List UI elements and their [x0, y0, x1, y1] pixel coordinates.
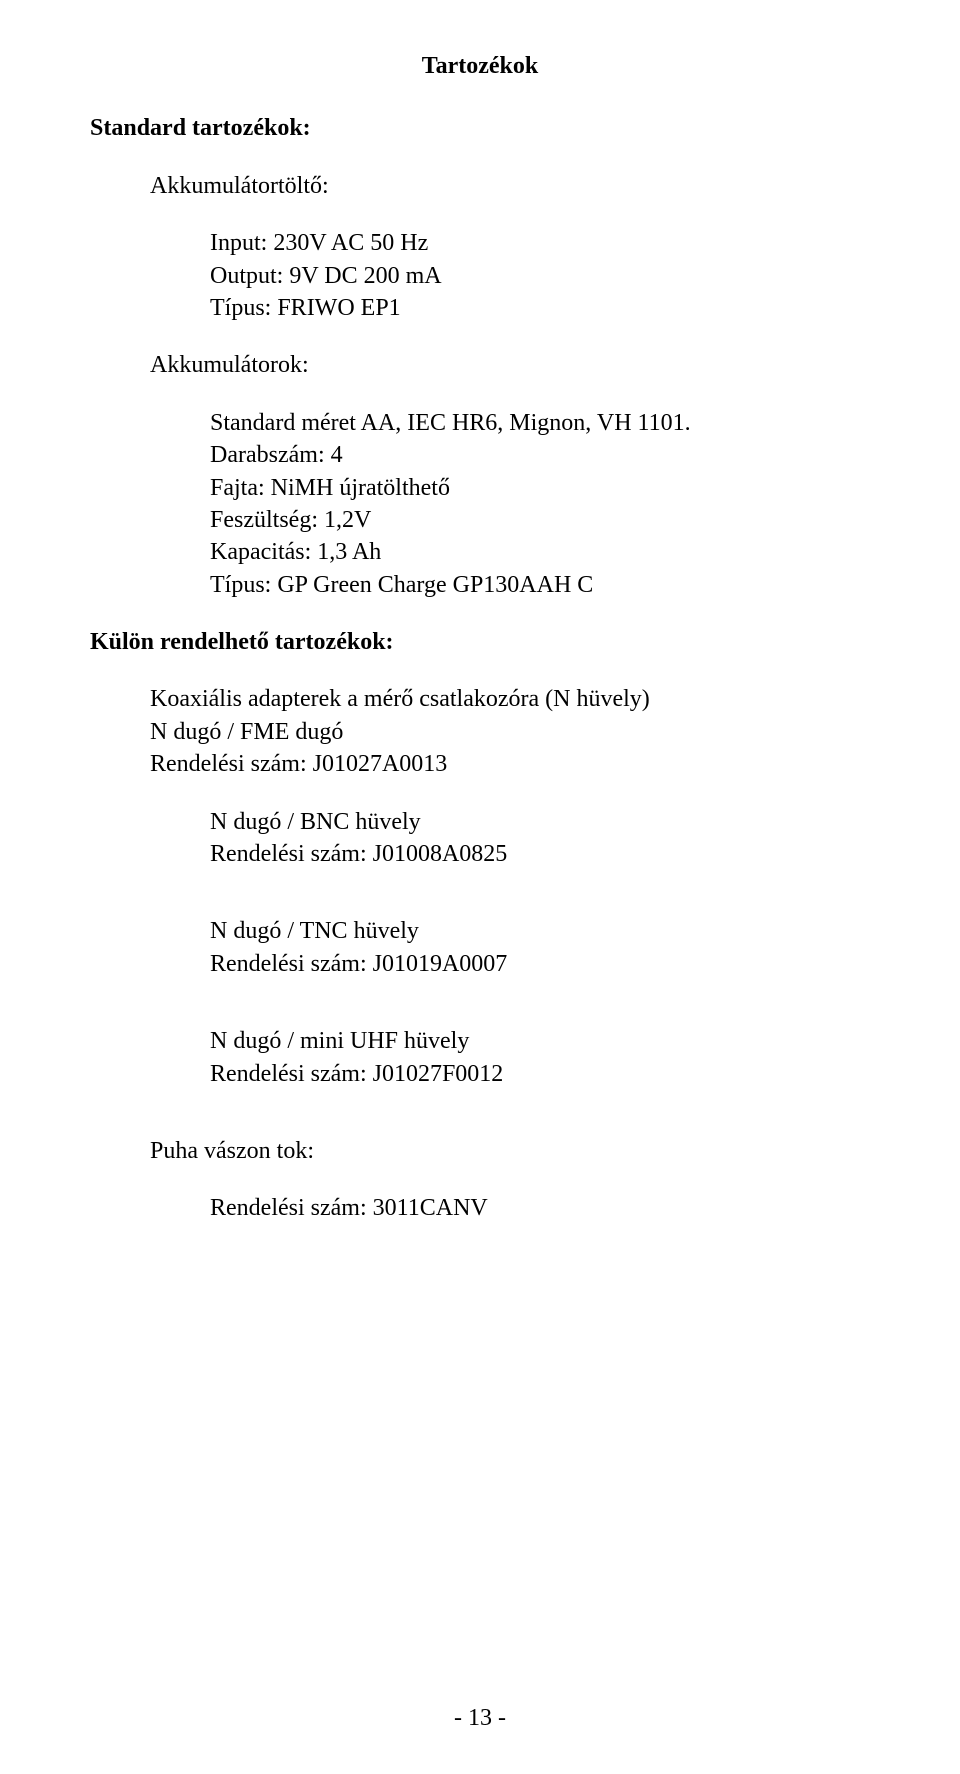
page-number: - 13 - — [0, 1702, 960, 1734]
charger-output: Output: 9V DC 200 mA — [210, 260, 870, 292]
battery-size: Standard méret AA, IEC HR6, Mignon, VH 1… — [210, 407, 870, 439]
document-page: Tartozékok Standard tartozékok: Akkumulá… — [0, 0, 960, 1774]
charger-heading: Akkumulátortöltő: — [150, 170, 870, 202]
battery-capacity: Kapacitás: 1,3 Ah — [210, 536, 870, 568]
page-title: Tartozékok — [90, 50, 870, 82]
batteries-block: Standard méret AA, IEC HR6, Mignon, VH 1… — [210, 407, 870, 601]
charger-input: Input: 230V AC 50 Hz — [210, 227, 870, 259]
uhf-block: N dugó / mini UHF hüvely Rendelési szám:… — [210, 1025, 870, 1090]
bnc-title: N dugó / BNC hüvely — [210, 806, 870, 838]
coax-fme: N dugó / FME dugó — [150, 716, 870, 748]
battery-kind: Fajta: NiMH újratölthető — [210, 472, 870, 504]
coax-fme-order: Rendelési szám: J01027A0013 — [150, 748, 870, 780]
battery-count: Darabszám: 4 — [210, 439, 870, 471]
battery-voltage: Feszültség: 1,2V — [210, 504, 870, 536]
standard-accessories-heading: Standard tartozékok: — [90, 112, 870, 144]
coax-title: Koaxiális adapterek a mérő csatlakozóra … — [150, 683, 870, 715]
optional-accessories-heading: Külön rendelhető tartozékok: — [90, 626, 870, 658]
bnc-order: Rendelési szám: J01008A0825 — [210, 838, 870, 870]
charger-type: Típus: FRIWO EP1 — [210, 292, 870, 324]
case-heading: Puha vászon tok: — [150, 1135, 870, 1167]
case-block: Rendelési szám: 3011CANV — [210, 1192, 870, 1224]
tnc-block: N dugó / TNC hüvely Rendelési szám: J010… — [210, 915, 870, 980]
uhf-order: Rendelési szám: J01027F0012 — [210, 1058, 870, 1090]
coax-block: Koaxiális adapterek a mérő csatlakozóra … — [150, 683, 870, 780]
battery-type: Típus: GP Green Charge GP130AAH C — [210, 569, 870, 601]
tnc-title: N dugó / TNC hüvely — [210, 915, 870, 947]
case-order: Rendelési szám: 3011CANV — [210, 1192, 870, 1224]
bnc-block: N dugó / BNC hüvely Rendelési szám: J010… — [210, 806, 870, 871]
tnc-order: Rendelési szám: J01019A0007 — [210, 948, 870, 980]
batteries-heading: Akkumulátorok: — [150, 349, 870, 381]
uhf-title: N dugó / mini UHF hüvely — [210, 1025, 870, 1057]
charger-block: Input: 230V AC 50 Hz Output: 9V DC 200 m… — [210, 227, 870, 324]
